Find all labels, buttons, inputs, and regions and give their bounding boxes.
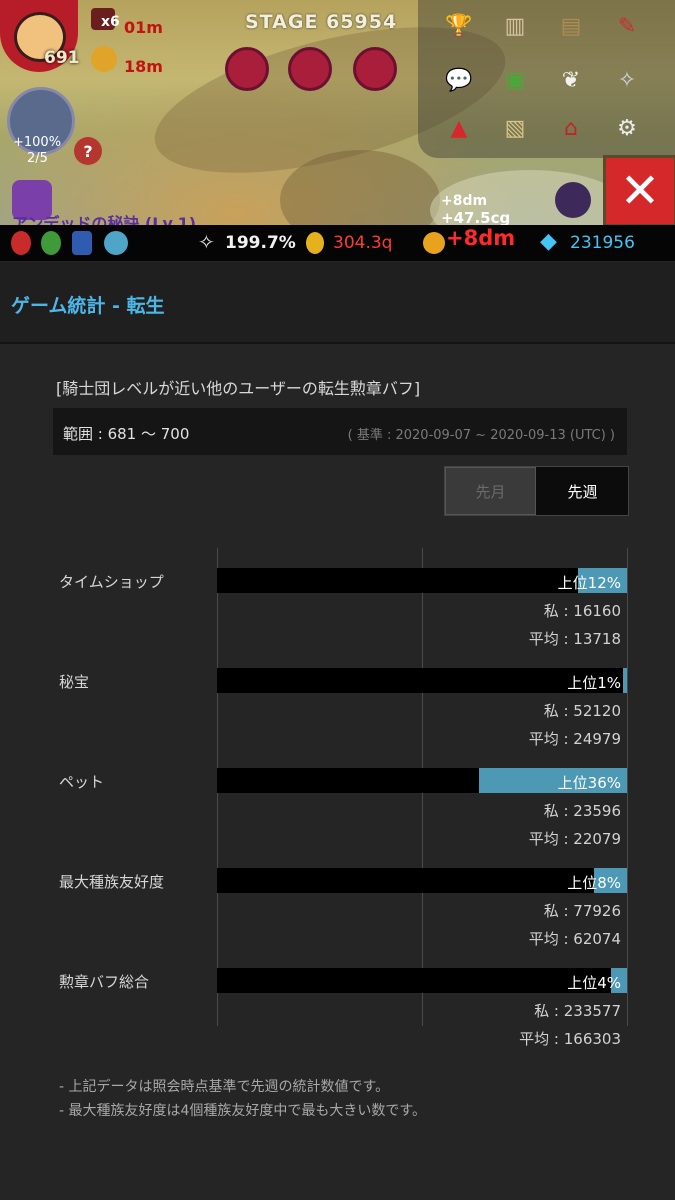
hero-level: 691: [44, 48, 80, 68]
percentile-label: 上位36%: [557, 774, 621, 792]
medal-slot-1-icon[interactable]: [225, 47, 269, 91]
float-gain-a: +8dm: [441, 193, 488, 209]
period-tabs: 先月 先週: [444, 466, 629, 516]
hero-cyan-icon[interactable]: [104, 231, 128, 255]
average-value: 平均 : 13718: [528, 630, 621, 648]
bar-track: 上位36%: [217, 768, 627, 793]
multiplier-label: x6: [101, 14, 120, 30]
gear-icon[interactable]: ⚙: [617, 115, 637, 141]
timer-b: 18m: [124, 57, 163, 76]
triangle-icon[interactable]: ▲: [450, 115, 468, 141]
footnote-1: - 上記データは照会時点基準で先週の統計数値です。: [59, 1079, 390, 1095]
stats-header: ゲーム統計 - 転生: [0, 262, 675, 344]
game-scene: 691 x6 01m 18m STAGE 65954 +100% 2/5 ? ア…: [0, 0, 675, 225]
ranking-icon[interactable]: ▥: [504, 13, 526, 39]
category-label: ペット: [59, 773, 105, 791]
chat-icon[interactable]: 💬: [445, 67, 473, 93]
map-icon[interactable]: ▧: [504, 115, 526, 141]
basis-label: ( 基準 : 2020-09-07 ~ 2020-09-13 (UTC) ): [347, 428, 615, 443]
buff-label: アンデッドの秘訣 (Lv.1): [12, 214, 197, 225]
sword-icon: [91, 8, 115, 30]
range-box: 範囲 : 681 ～ 700 ( 基準 : 2020-09-07 ~ 2020-…: [53, 408, 627, 455]
pet-boost: +100%: [13, 135, 62, 150]
percentile-bar: [594, 868, 627, 893]
average-value: 平均 : 62074: [528, 930, 621, 948]
hero-green-icon[interactable]: [41, 231, 61, 255]
wings-value: 199.7%: [225, 233, 296, 253]
dragon-icon[interactable]: [555, 182, 591, 218]
range-label: 範囲 : 681 ～ 700: [63, 425, 190, 443]
medal-slot-3-icon[interactable]: [353, 47, 397, 91]
medal-slot-2-icon[interactable]: [288, 47, 332, 91]
bar-track: 上位1%: [217, 668, 627, 693]
pet-count: 2/5: [27, 151, 48, 166]
help-button[interactable]: ?: [74, 137, 102, 165]
gold-stat-icon: [423, 232, 445, 254]
percentile-bar: [610, 968, 627, 993]
hero-blue-icon[interactable]: [72, 231, 92, 255]
gold-bag-icon: [91, 46, 117, 72]
percentile-bar: [479, 768, 627, 793]
hero-face-icon: [14, 12, 66, 62]
bar-track: 上位4%: [217, 968, 627, 993]
percentile-bar: [622, 668, 627, 693]
footnote-2: - 最大種族友好度は4個種族友好度中で最も大きい数です。: [59, 1103, 427, 1119]
tab-last-week[interactable]: 先週: [537, 467, 628, 515]
book-icon[interactable]: ▤: [560, 13, 582, 39]
bar-track: 上位12%: [217, 568, 627, 593]
menu-panel: [418, 0, 675, 158]
percentile-label: 上位4%: [567, 974, 621, 992]
timer-a: 01m: [124, 18, 163, 37]
percentile-chart: タイムショップ 上位12% 私 : 16160 平均 : 13718 秘宝 上位1% 私 :…: [0, 548, 675, 1048]
grid-line-right: [627, 548, 628, 1026]
scroll-icon[interactable]: ✎: [617, 13, 637, 39]
buff-chest-icon[interactable]: [12, 180, 52, 220]
average-value: 平均 : 166303: [519, 1030, 621, 1048]
my-value: 私 : 23596: [543, 802, 621, 820]
percentile-label: 上位12%: [557, 574, 621, 592]
percentile-label: 上位8%: [567, 874, 621, 892]
wings-stat-icon: ✧: [198, 230, 215, 254]
gift-box-icon[interactable]: ▣: [504, 67, 526, 93]
angel-icon[interactable]: ❦: [561, 67, 581, 93]
gems-value: 231956: [570, 233, 635, 253]
page-title: ゲーム統計 - 転生: [11, 295, 165, 317]
trophy-icon[interactable]: 🏆: [445, 13, 473, 39]
float-gain-b: +47.5cg: [441, 209, 511, 225]
average-value: 平均 : 24979: [528, 730, 621, 748]
bar-track: 上位8%: [217, 868, 627, 893]
gem-icon: ◆: [540, 229, 557, 254]
house-icon[interactable]: ⌂: [564, 115, 578, 141]
my-value: 私 : 52120: [543, 702, 621, 720]
pet-avatar[interactable]: [7, 87, 75, 155]
category-label: 最大種族友好度: [59, 873, 165, 891]
scene-arch: [280, 150, 440, 225]
medal-stat-icon: [306, 232, 324, 254]
hero-portrait[interactable]: [0, 0, 78, 72]
stage-label: STAGE 65954: [245, 11, 398, 33]
comparison-title: [騎士団レベルが近い他のユーザーの転生勲章バフ]: [56, 379, 421, 398]
hero-red-icon[interactable]: [11, 231, 31, 255]
percentile-bar: [577, 568, 627, 593]
my-value: 私 : 233577: [534, 1002, 621, 1020]
category-label: 秘宝: [59, 673, 90, 691]
tab-last-month[interactable]: 先月: [445, 467, 536, 515]
percentile-label: 上位1%: [567, 674, 621, 692]
gold-float: +8dm: [446, 226, 516, 250]
wings-icon[interactable]: ✧: [617, 67, 637, 93]
category-label: タイムショップ: [59, 573, 164, 591]
resource-bar: ✧ 199.7% 304.3q +8dm ◆ 231956: [0, 225, 675, 261]
my-value: 私 : 77926: [543, 902, 621, 920]
category-label: 勲章バフ総合: [59, 973, 150, 991]
my-value: 私 : 16160: [543, 602, 621, 620]
medals-value: 304.3q: [333, 233, 393, 253]
close-button[interactable]: ✕: [603, 155, 675, 225]
average-value: 平均 : 22079: [528, 830, 621, 848]
